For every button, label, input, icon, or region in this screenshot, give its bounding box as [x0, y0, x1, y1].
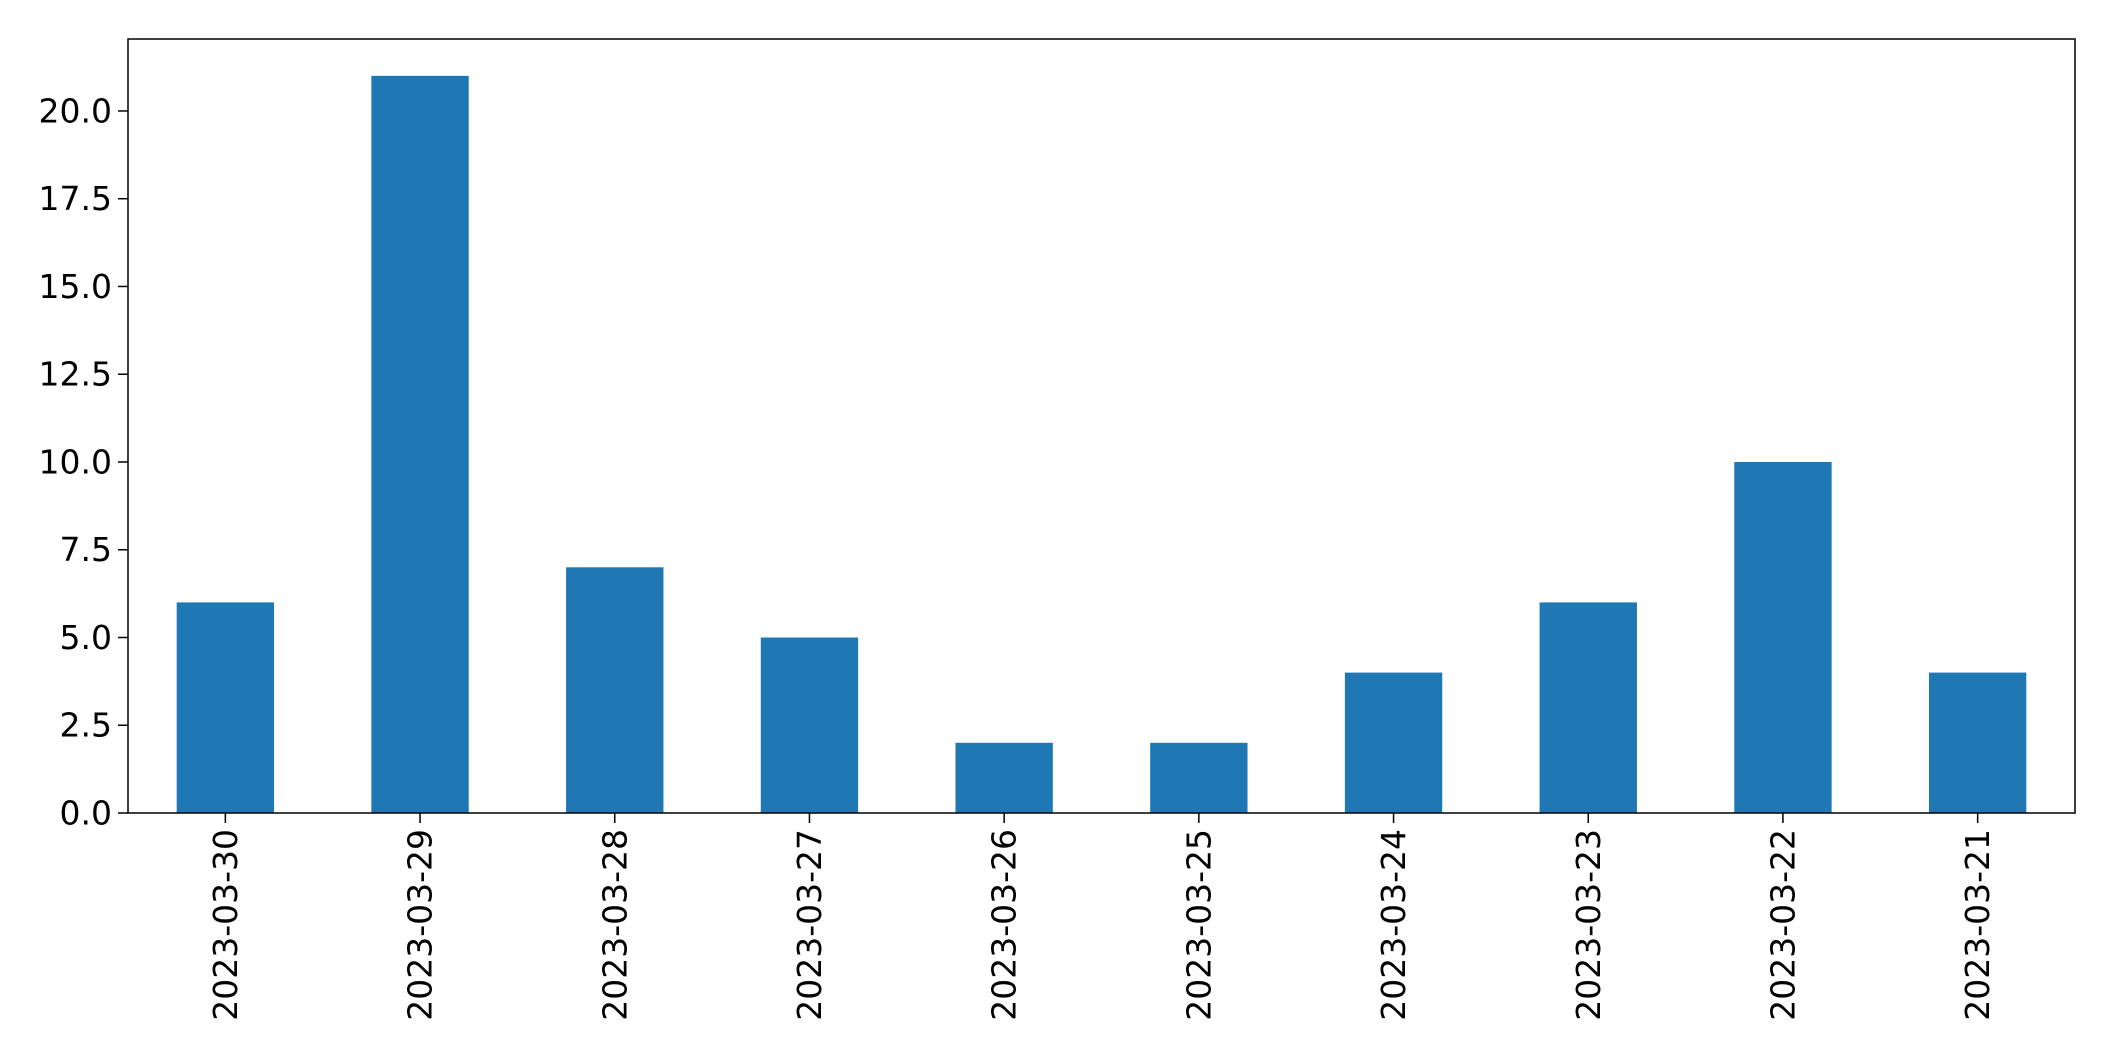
y-tick-label: 2.5: [60, 706, 112, 745]
bar-2023-03-30: [176, 602, 275, 813]
y-tick-label: 10.0: [39, 442, 112, 481]
y-tick-label: 5.0: [60, 618, 112, 657]
x-tick-label: 2023-03-23: [1569, 829, 1608, 1021]
x-axis: 2023-03-30 2023-03-29 2023-03-28 2023-03-27…: [206, 813, 1997, 1021]
bar-2023-03-21: [1928, 672, 2027, 813]
x-tick-label: 2023-03-22: [1763, 829, 1802, 1021]
bar-2023-03-23: [1539, 602, 1637, 813]
x-tick-label: 2023-03-26: [985, 829, 1024, 1021]
bar-2023-03-29: [371, 75, 469, 814]
y-tick-label: 17.5: [39, 179, 112, 218]
x-tick-label: 2023-03-28: [595, 829, 634, 1021]
bar-2023-03-26: [955, 742, 1053, 813]
y-tick-label: 15.0: [39, 267, 112, 306]
bar-2023-03-25: [1150, 742, 1248, 813]
bar-2023-03-22: [1734, 461, 1832, 813]
y-axis: 0.0 2.5 5.0 7.5 10.0 12.5 15.0 17.5 20.0: [39, 91, 128, 833]
bar-2023-03-28: [566, 567, 664, 813]
y-tick-label: 20.0: [39, 91, 112, 130]
x-tick-label: 2023-03-21: [1958, 829, 1997, 1021]
bar-2023-03-24: [1344, 672, 1443, 813]
x-tick-label: 2023-03-29: [401, 829, 440, 1021]
bar-2023-03-27: [760, 637, 859, 813]
y-tick-label: 0.0: [60, 794, 112, 833]
bars-group: [176, 75, 2027, 814]
x-tick-label: 2023-03-24: [1374, 829, 1413, 1021]
x-tick-label: 2023-03-25: [1179, 829, 1218, 1021]
y-tick-label: 12.5: [39, 355, 112, 394]
x-tick-label: 2023-03-27: [790, 829, 829, 1021]
plot-frame: [127, 38, 2076, 814]
x-tick-label: 2023-03-30: [206, 829, 245, 1021]
y-tick-label: 7.5: [60, 530, 112, 569]
